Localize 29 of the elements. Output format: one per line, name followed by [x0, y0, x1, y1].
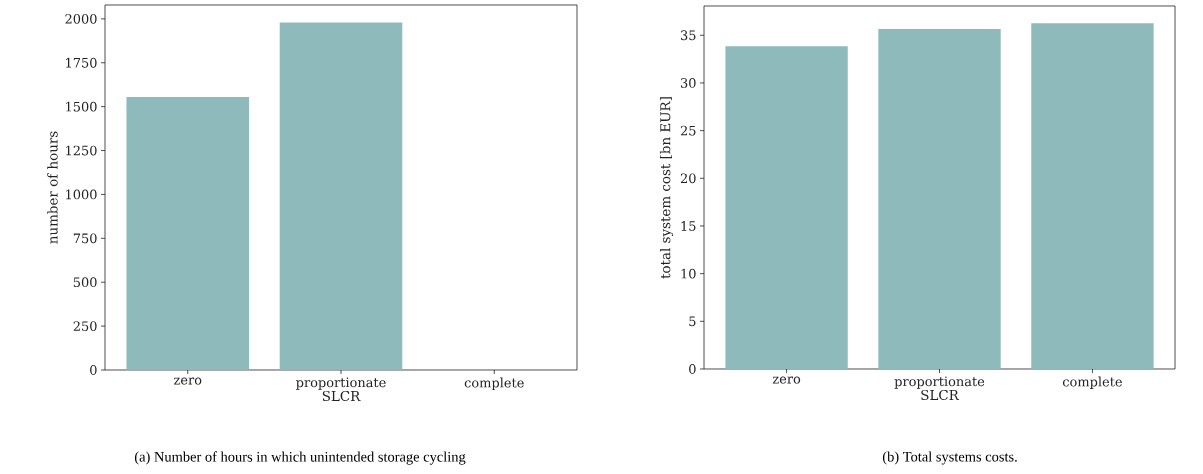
x-axis-title: SLCR — [322, 390, 361, 402]
text: (b) Total systems costs. — [882, 451, 1017, 465]
y-tick-label: 1250 — [66, 145, 97, 156]
y-tick-label: 0 — [90, 365, 97, 375]
y-tick-label: 500 — [73, 277, 97, 288]
y-tick-label: 35 — [680, 30, 696, 41]
y-tick-label: 30 — [680, 78, 696, 88]
y-tick-label: 1750 — [66, 57, 97, 68]
text: (a) Number of hours in which unintended storage cycling — [134, 451, 466, 465]
y-tick-label: 1000 — [66, 189, 97, 200]
y-tick-label: 5 — [689, 316, 696, 327]
y-tick-label: 15 — [681, 221, 696, 231]
y-tick-label: 2000 — [65, 13, 97, 24]
y-tick-label: 750 — [73, 233, 97, 244]
y-tick-label: 250 — [73, 321, 97, 332]
y-axis-title: total system cost [bn EUR] — [659, 97, 674, 279]
x-tick-label: complete — [1062, 376, 1122, 390]
x-tick-label: proportionate — [894, 376, 985, 389]
y-tick-label: 10 — [681, 268, 696, 279]
y-tick-label: 0 — [689, 364, 696, 374]
x-tick-label: zero — [772, 376, 801, 384]
x-axis-title: SLCR — [921, 389, 960, 401]
x-tick-label: complete — [464, 377, 524, 391]
x-tick-label: zero — [174, 377, 202, 385]
y-tick-label: 20 — [680, 173, 696, 184]
y-tick-label: 1500 — [66, 101, 97, 112]
y-tick-label: 25 — [680, 125, 696, 136]
y-axis-title: number of hours — [47, 131, 58, 244]
x-tick-label: proportionate — [296, 377, 386, 390]
